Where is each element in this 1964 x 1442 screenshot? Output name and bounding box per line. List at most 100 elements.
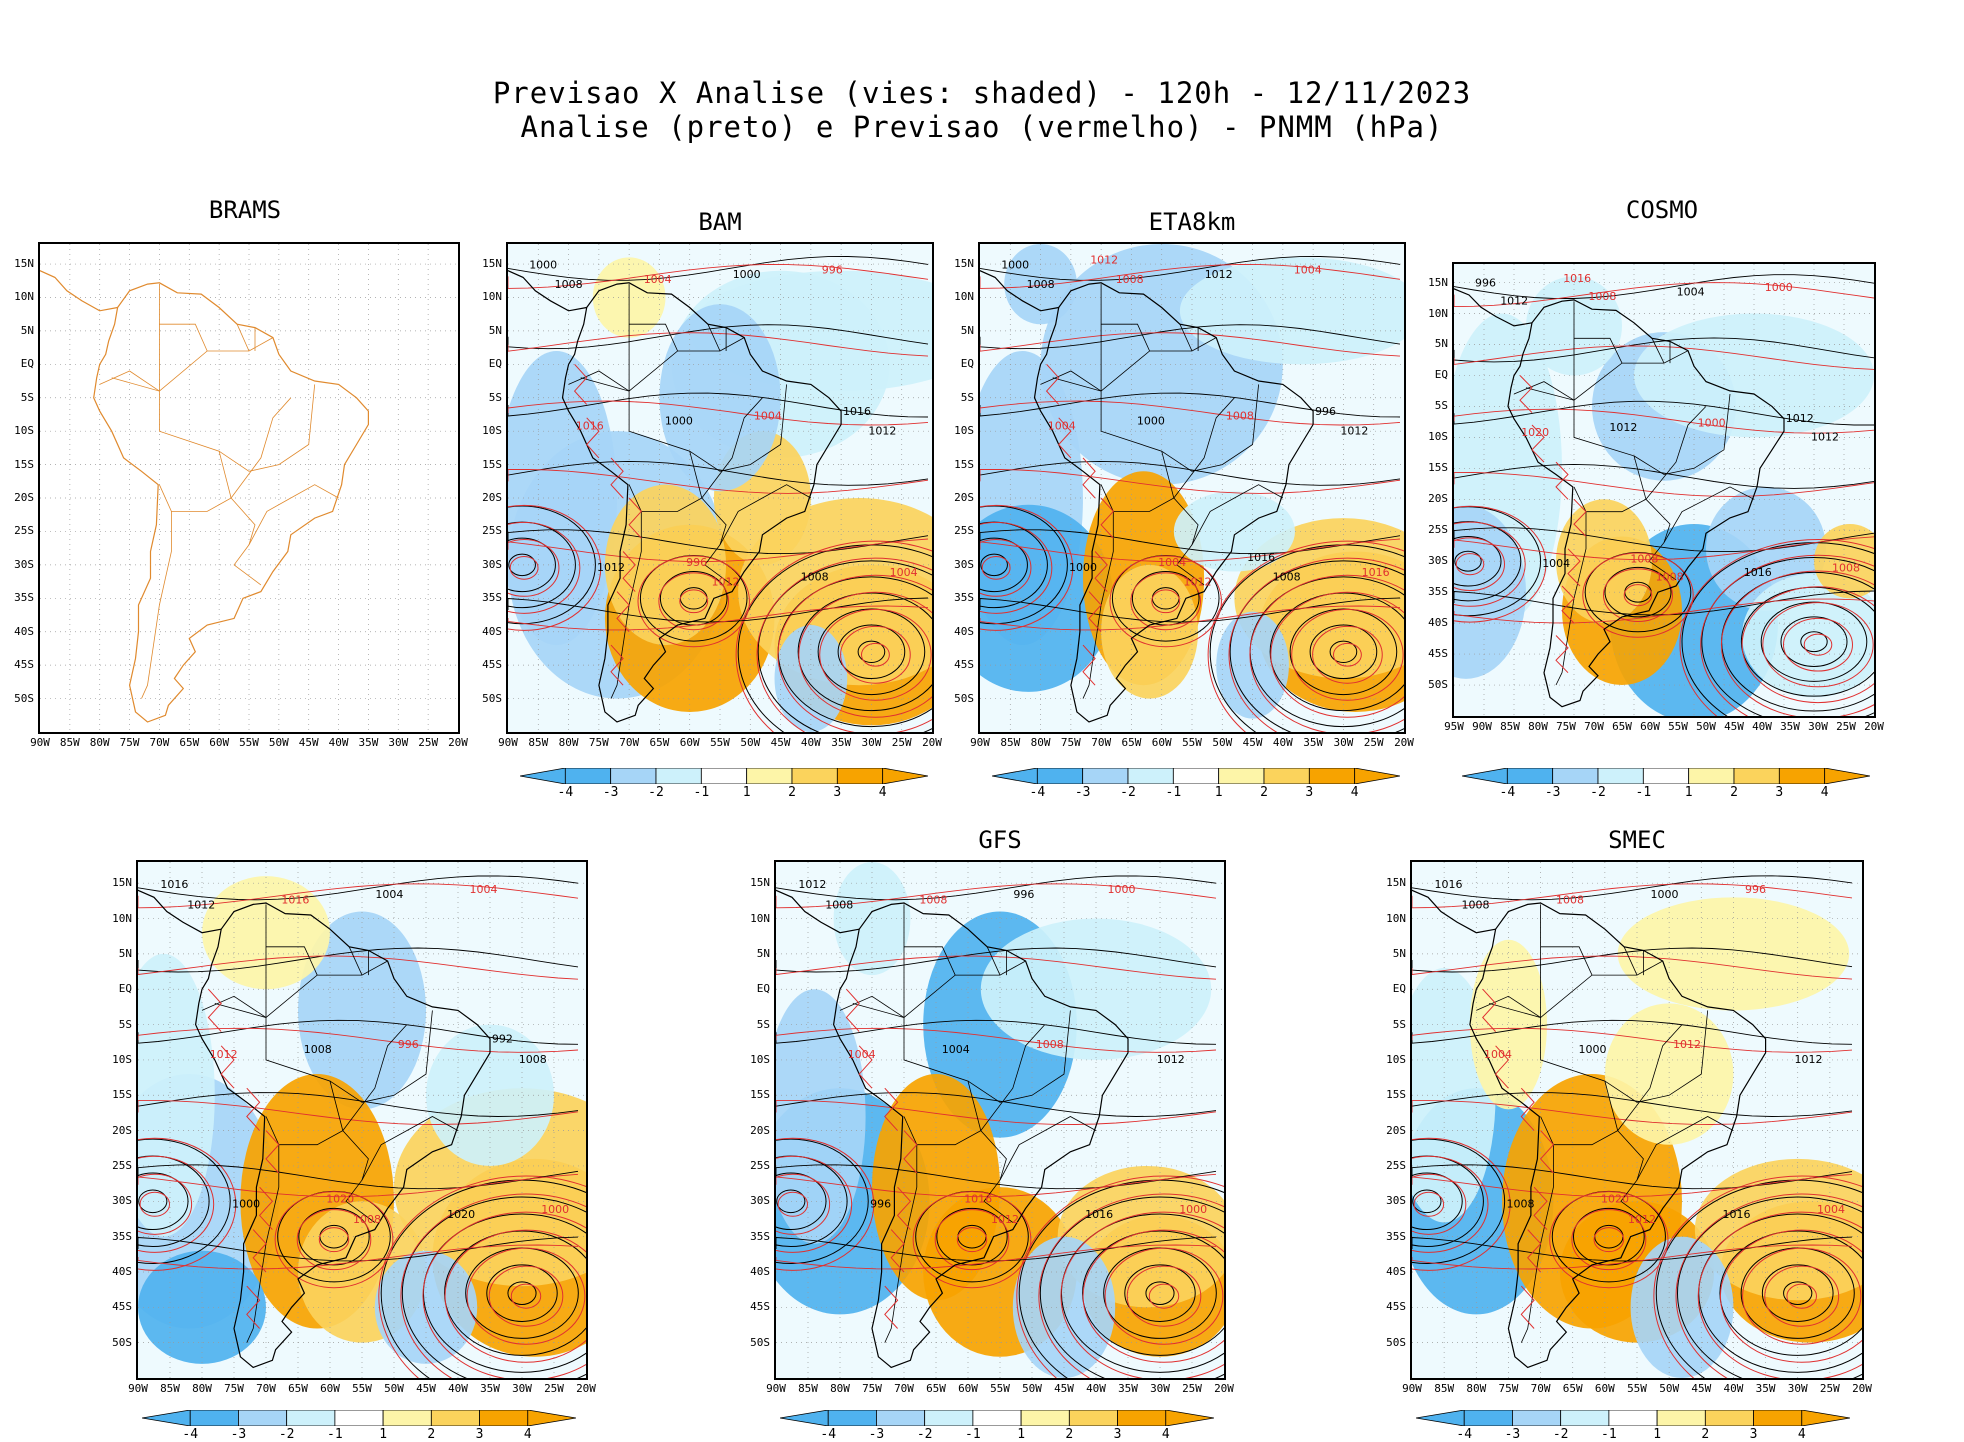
colorbar: [1462, 768, 1870, 784]
lat-tick-label: 15N: [482, 257, 502, 271]
lon-tick-label: 35W: [358, 736, 379, 749]
lon-tick-label: 65W: [288, 1382, 308, 1395]
contour-label: 1016: [843, 405, 871, 418]
contour-label: 1000: [665, 415, 693, 428]
panel-title-bam: BAM: [698, 208, 742, 236]
lon-tick-label: 55W: [710, 736, 730, 749]
lon-tick-label: 45W: [416, 1382, 436, 1395]
contour-label: 1012: [1795, 1053, 1823, 1066]
lon-tick-label: 60W: [679, 736, 700, 749]
lon-tick-label: 90W: [970, 736, 990, 749]
colorbar: [780, 1410, 1214, 1426]
lon-tick-label: 45W: [1724, 720, 1744, 733]
pressure-contours: [508, 256, 932, 732]
contour-label: 996: [1475, 277, 1496, 290]
contour-label: 1004: [470, 883, 498, 896]
lat-tick-label: EQ: [20, 357, 34, 371]
lon-tick-label: 35W: [831, 736, 852, 749]
lat-tick-label: 5S: [1434, 399, 1448, 413]
contour-label: 1004: [848, 1048, 876, 1061]
colorbar-label: 1: [1214, 785, 1223, 800]
contour-label: 1000: [1137, 415, 1165, 428]
contour-label: 1008: [1832, 561, 1860, 574]
contour-label: 1012: [1157, 1053, 1185, 1066]
lat-tick-label: 15S: [1428, 461, 1448, 475]
colorbar-label: -2: [278, 1427, 295, 1442]
colorbar-label: -4: [557, 785, 574, 800]
contour-label: 1012: [1340, 424, 1368, 437]
contour-label: 1008: [919, 893, 947, 906]
colorbar-label: 3: [1749, 1427, 1758, 1442]
lat-tick-label: 30S: [14, 557, 34, 571]
lat-tick-label: 5N: [1392, 946, 1406, 960]
lon-tick-label: 60W: [1151, 736, 1172, 749]
lon-tick-label: 75W: [862, 1382, 882, 1395]
lon-tick-label: 65W: [1121, 736, 1142, 749]
lon-tick-label: 50W: [1696, 720, 1716, 733]
colorbar-label: 3: [475, 1427, 484, 1442]
lat-tick-label: 35S: [482, 591, 502, 605]
map-panel-smec: 1008 1012 1012 1008 1016 1004 1000 1004 1000 996 1…: [1410, 860, 1864, 1380]
contour-label: 1008: [1036, 1038, 1064, 1051]
contour-label: 1016: [576, 419, 604, 432]
contour-label: 1012: [1673, 1038, 1701, 1051]
lon-tick-label: 20W: [1214, 1382, 1234, 1395]
lon-tick-label: 25W: [1819, 1382, 1840, 1395]
lat-tick-label: 35S: [750, 1229, 770, 1243]
lat-tick-label: EQ: [756, 982, 770, 996]
colorbar-label: -4: [1499, 785, 1516, 800]
lon-tick-label: 70W: [894, 1382, 914, 1395]
contour-label: 1012: [798, 878, 826, 891]
colorbar: [142, 1410, 576, 1426]
lon-tick-label: 50W: [1212, 736, 1233, 749]
lon-tick-label: 40W: [1723, 1382, 1744, 1395]
contour-label: 1016: [1744, 566, 1772, 579]
lon-tick-label: 85W: [160, 1382, 180, 1395]
lat-tick-label: 15N: [14, 257, 34, 271]
contour-label: 1008: [353, 1213, 381, 1226]
lat-tick-label: 25S: [14, 524, 34, 538]
lat-tick-label: 40S: [14, 624, 34, 638]
map-panel-unnamed: 1012 1008 1008 1016 1020 1012 1004 1000 1008 1004…: [136, 860, 588, 1380]
lon-tick-label: 85W: [798, 1382, 818, 1395]
colorbar-label: 4: [1797, 1427, 1806, 1442]
lon-tick-label: 80W: [1466, 1382, 1487, 1395]
lat-tick-label: 25S: [750, 1158, 770, 1172]
lat-tick-label: EQ: [1434, 368, 1448, 382]
contour-label: 1004: [1677, 286, 1705, 299]
contour-label: 1008: [1556, 893, 1584, 906]
pressure-contours: [138, 875, 586, 1378]
map-panel-brams: [38, 242, 460, 734]
lon-tick-label: 25W: [891, 736, 912, 749]
lat-tick-label: 15N: [954, 257, 974, 271]
contour-label: 1008: [304, 1043, 332, 1056]
colorbar-label: -4: [1456, 1427, 1473, 1442]
colorbar-label: 3: [1305, 785, 1314, 800]
lon-tick-label: 50W: [268, 736, 289, 749]
lon-tick-label: 70W: [619, 736, 640, 749]
colorbar-label: 1: [742, 785, 751, 800]
lat-tick-label: 40S: [954, 624, 974, 638]
lat-tick-label: 15N: [1386, 876, 1406, 890]
colorbar-label: 2: [1701, 1427, 1710, 1442]
lat-tick-label: 25S: [1428, 523, 1448, 537]
contour-labels: 1008 1012 1012 1008 1016 1004 1000 1004 1000 996 1…: [1435, 878, 1846, 1226]
lon-tick-label: 60W: [320, 1382, 340, 1395]
lat-tick-label: 40S: [750, 1264, 770, 1278]
lat-tick-label: 10N: [1428, 306, 1448, 320]
contour-label: 1004: [942, 1043, 970, 1056]
contour-label: 1016: [1085, 1208, 1113, 1221]
coastline: [1454, 288, 1785, 708]
lon-tick-label: 60W: [209, 736, 230, 749]
lat-tick-label: 50S: [954, 691, 974, 705]
contour-label: 1008: [825, 898, 853, 911]
lon-tick-label: 90W: [766, 1382, 786, 1395]
contour-label: 1012: [1500, 295, 1528, 308]
colorbar-label: 1: [1653, 1427, 1662, 1442]
contour-label: 1008: [519, 1053, 547, 1066]
lon-tick-label: 80W: [1030, 736, 1051, 749]
colorbar-label: -2: [1590, 785, 1606, 800]
lon-tick-label: 75W: [1556, 720, 1576, 733]
colorbar-label: -2: [1552, 1427, 1569, 1442]
contour-label: 1012: [210, 1048, 238, 1061]
